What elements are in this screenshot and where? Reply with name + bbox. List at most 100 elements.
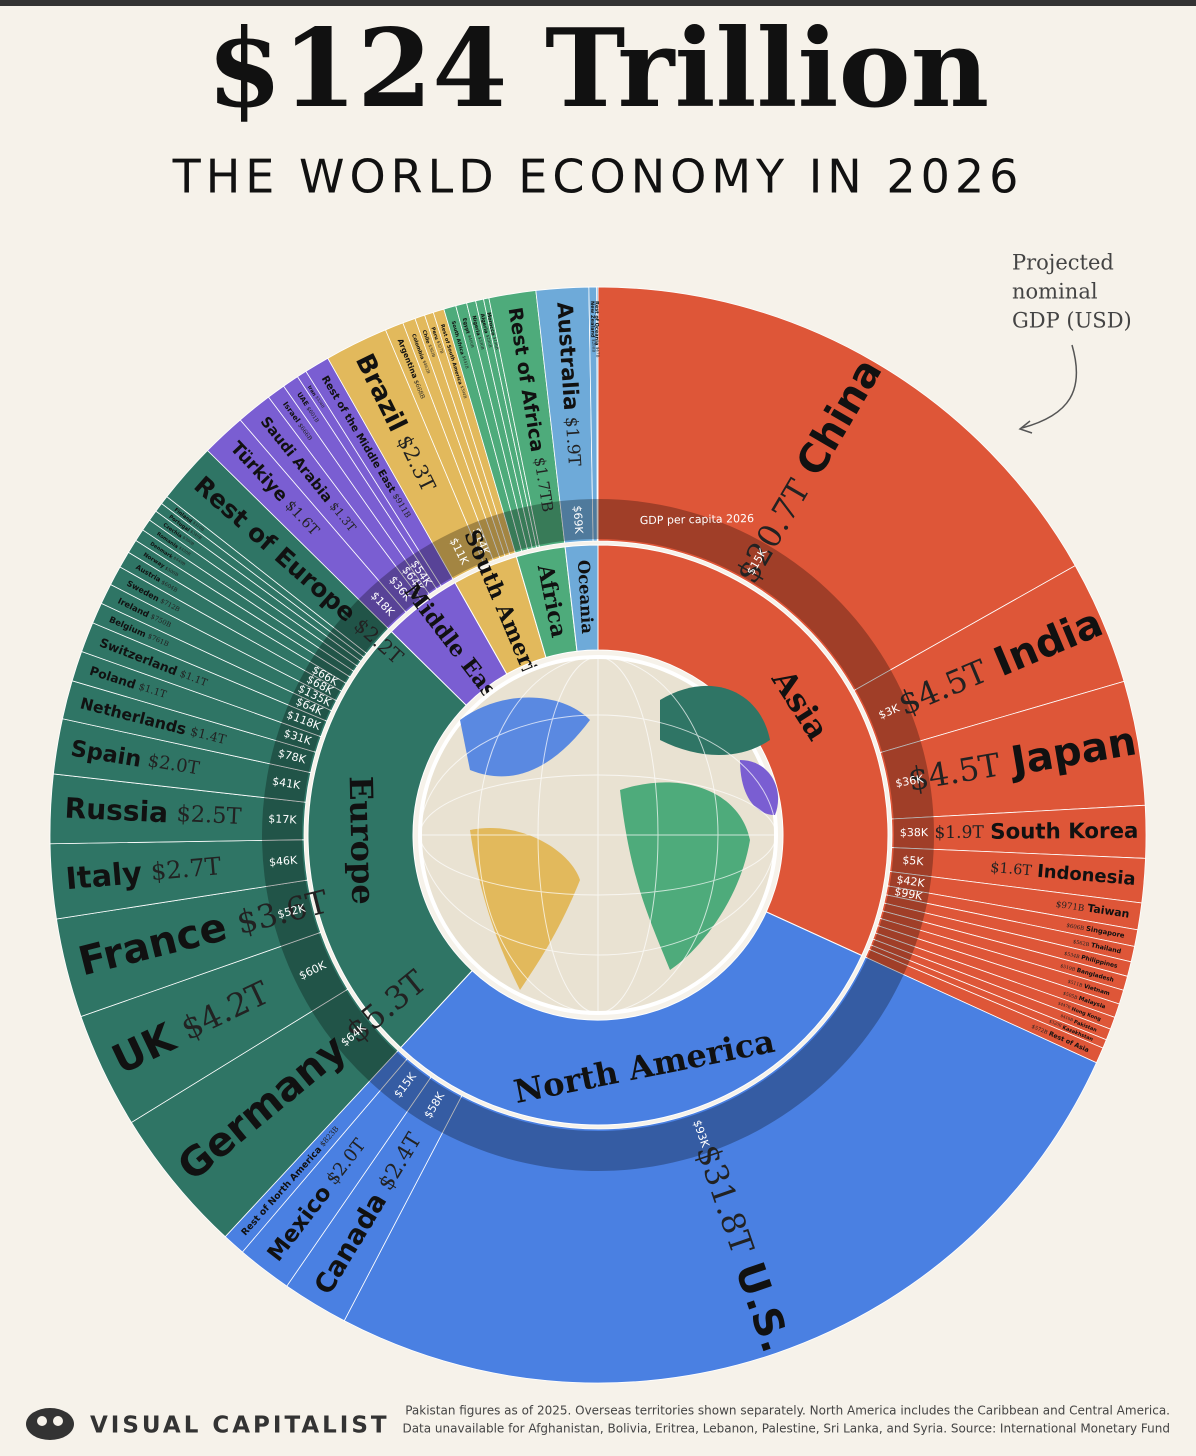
country-name: Morocco xyxy=(486,312,497,337)
country-name: Peru xyxy=(430,326,440,341)
gdp-label: $320B xyxy=(1049,1018,1063,1028)
chart-title: $124 Trillion xyxy=(207,6,989,132)
gdp-label: $462B xyxy=(422,360,431,374)
gdp-label: $330B xyxy=(477,336,485,350)
per-capita-ring xyxy=(559,499,598,541)
country-name: New Zealand xyxy=(589,301,595,338)
annotation: nominal xyxy=(1012,280,1098,304)
continent-segment xyxy=(400,911,863,1126)
country-label: Nigeria$330B xyxy=(471,315,485,351)
gdp-label: $356B xyxy=(315,395,326,409)
country-label: Australia$1.9T xyxy=(551,301,587,467)
gdp-label: $47B xyxy=(595,347,600,358)
gdp-label: $562B xyxy=(1072,938,1090,948)
per-capita-label: $41K xyxy=(271,775,302,793)
gdp-label: $363B xyxy=(428,344,437,358)
country-label: Peru$327B xyxy=(430,326,445,354)
per-capita-label: $17K xyxy=(268,812,298,826)
country-name: Algeria xyxy=(479,313,489,334)
continent-segment xyxy=(564,544,599,652)
per-capita-label: $38K xyxy=(900,826,929,839)
gdp-label: $196B xyxy=(492,336,500,350)
country-label: New Zealand$280B xyxy=(589,301,596,352)
country-name: Egypt xyxy=(461,317,471,335)
gdp-label: $1.9T xyxy=(561,416,584,467)
gdp-label: $290B xyxy=(485,334,493,348)
gdp-label: $511B xyxy=(1067,978,1084,988)
gdp-label: $394B xyxy=(460,385,469,399)
country-name: Taiwan xyxy=(1087,902,1131,921)
country-label: Italy $2.7T xyxy=(64,849,222,897)
gdp-label: $441B xyxy=(461,355,469,369)
logo xyxy=(26,1408,74,1440)
country-label: Algeria$290B xyxy=(479,313,493,348)
brand: VISUAL CAPITALIST xyxy=(90,1413,390,1439)
chart-subtitle: THE WORLD ECONOMY IN 2026 xyxy=(172,150,1024,204)
gdp-label: $534B xyxy=(1064,950,1081,960)
country-label: Rest of Oceania $47B xyxy=(594,301,601,357)
continents xyxy=(307,544,889,1126)
gdp-label: $971B xyxy=(1055,899,1085,913)
country-label: Morocco$196B xyxy=(486,312,500,351)
country-name: South Korea xyxy=(990,819,1138,845)
country-label: $1.9T South Korea xyxy=(934,819,1138,845)
continent-label: Europe xyxy=(342,776,383,905)
gdp-label: $430B xyxy=(178,545,192,557)
top-bar xyxy=(0,0,1196,6)
sunburst: $20.7TChina$15K$4.5TIndia$3K$4.5T Japan$3… xyxy=(49,286,1147,1384)
country-segment xyxy=(343,956,1097,1384)
per-capita-ring xyxy=(503,501,565,551)
country-label: $971B Taiwan xyxy=(1055,897,1130,921)
gdp-label: $2.7T xyxy=(150,851,222,886)
annotation-arrow-head xyxy=(1018,420,1033,434)
gdp-label: $390B xyxy=(182,535,196,547)
gdp-label: $1.6T xyxy=(990,860,1033,879)
per-capita-ring xyxy=(598,499,934,975)
per-capita-caption: GDP per capita 2026 xyxy=(640,512,754,527)
gdp-label: $519B xyxy=(1060,963,1077,973)
country-label: Russia $2.5T xyxy=(64,791,242,832)
per-capita-ring xyxy=(432,512,515,578)
per-capita-label: $42K xyxy=(896,873,927,890)
continent-segment xyxy=(307,630,473,1049)
country-label: Egypt$400B xyxy=(461,317,475,349)
country-label: Iran$356B xyxy=(306,384,325,409)
gdp-label: $410B xyxy=(1060,1013,1074,1022)
per-capita-label: $5K xyxy=(902,853,925,868)
per-capita-band xyxy=(261,499,934,1171)
country-label: Chile$363B xyxy=(421,329,436,358)
gdp-label: $606B xyxy=(1066,922,1085,931)
footnote: Data unavailable for Afghanistan, Bolivi… xyxy=(402,1422,1170,1436)
annotation: GDP (USD) xyxy=(1012,309,1132,333)
gdp-label: $1.9T xyxy=(934,822,984,842)
gdp-label: $2.5T xyxy=(176,801,242,830)
per-capita-ring xyxy=(369,957,904,1171)
annotation: Projected xyxy=(1012,251,1114,275)
gdp-label: $449B xyxy=(173,555,187,566)
country-segment xyxy=(597,286,1076,692)
per-capita-ring xyxy=(261,599,397,1082)
continent-label: Oceania xyxy=(574,559,597,634)
per-capita-label: $99K xyxy=(893,885,924,903)
countries xyxy=(49,286,1147,1384)
gdp-label: $447B xyxy=(1057,1000,1071,1009)
per-capita-label: $69K xyxy=(571,505,586,535)
footnote: Pakistan figures as of 2025. Overseas te… xyxy=(405,1404,1170,1418)
per-capita-ring xyxy=(358,542,453,628)
gdp-label: $340B xyxy=(189,529,203,541)
country-name: Italy xyxy=(64,855,143,896)
globe xyxy=(418,655,779,1015)
gdp-label: $505B xyxy=(1062,990,1079,1001)
country-name: Nigeria xyxy=(471,315,482,336)
per-capita-label: $36K xyxy=(894,772,925,790)
gdp-label: $280B xyxy=(591,339,596,352)
country-name: Chile xyxy=(421,329,431,345)
gdp-label: $400B xyxy=(467,334,475,348)
per-capita-label: $46K xyxy=(268,854,298,869)
gdp-label: $327B xyxy=(436,340,445,354)
country-segment xyxy=(596,286,599,542)
country-name: Iran xyxy=(306,384,317,397)
country-name: Rest of Oceania xyxy=(594,301,600,345)
country-name: Russia xyxy=(64,791,169,829)
